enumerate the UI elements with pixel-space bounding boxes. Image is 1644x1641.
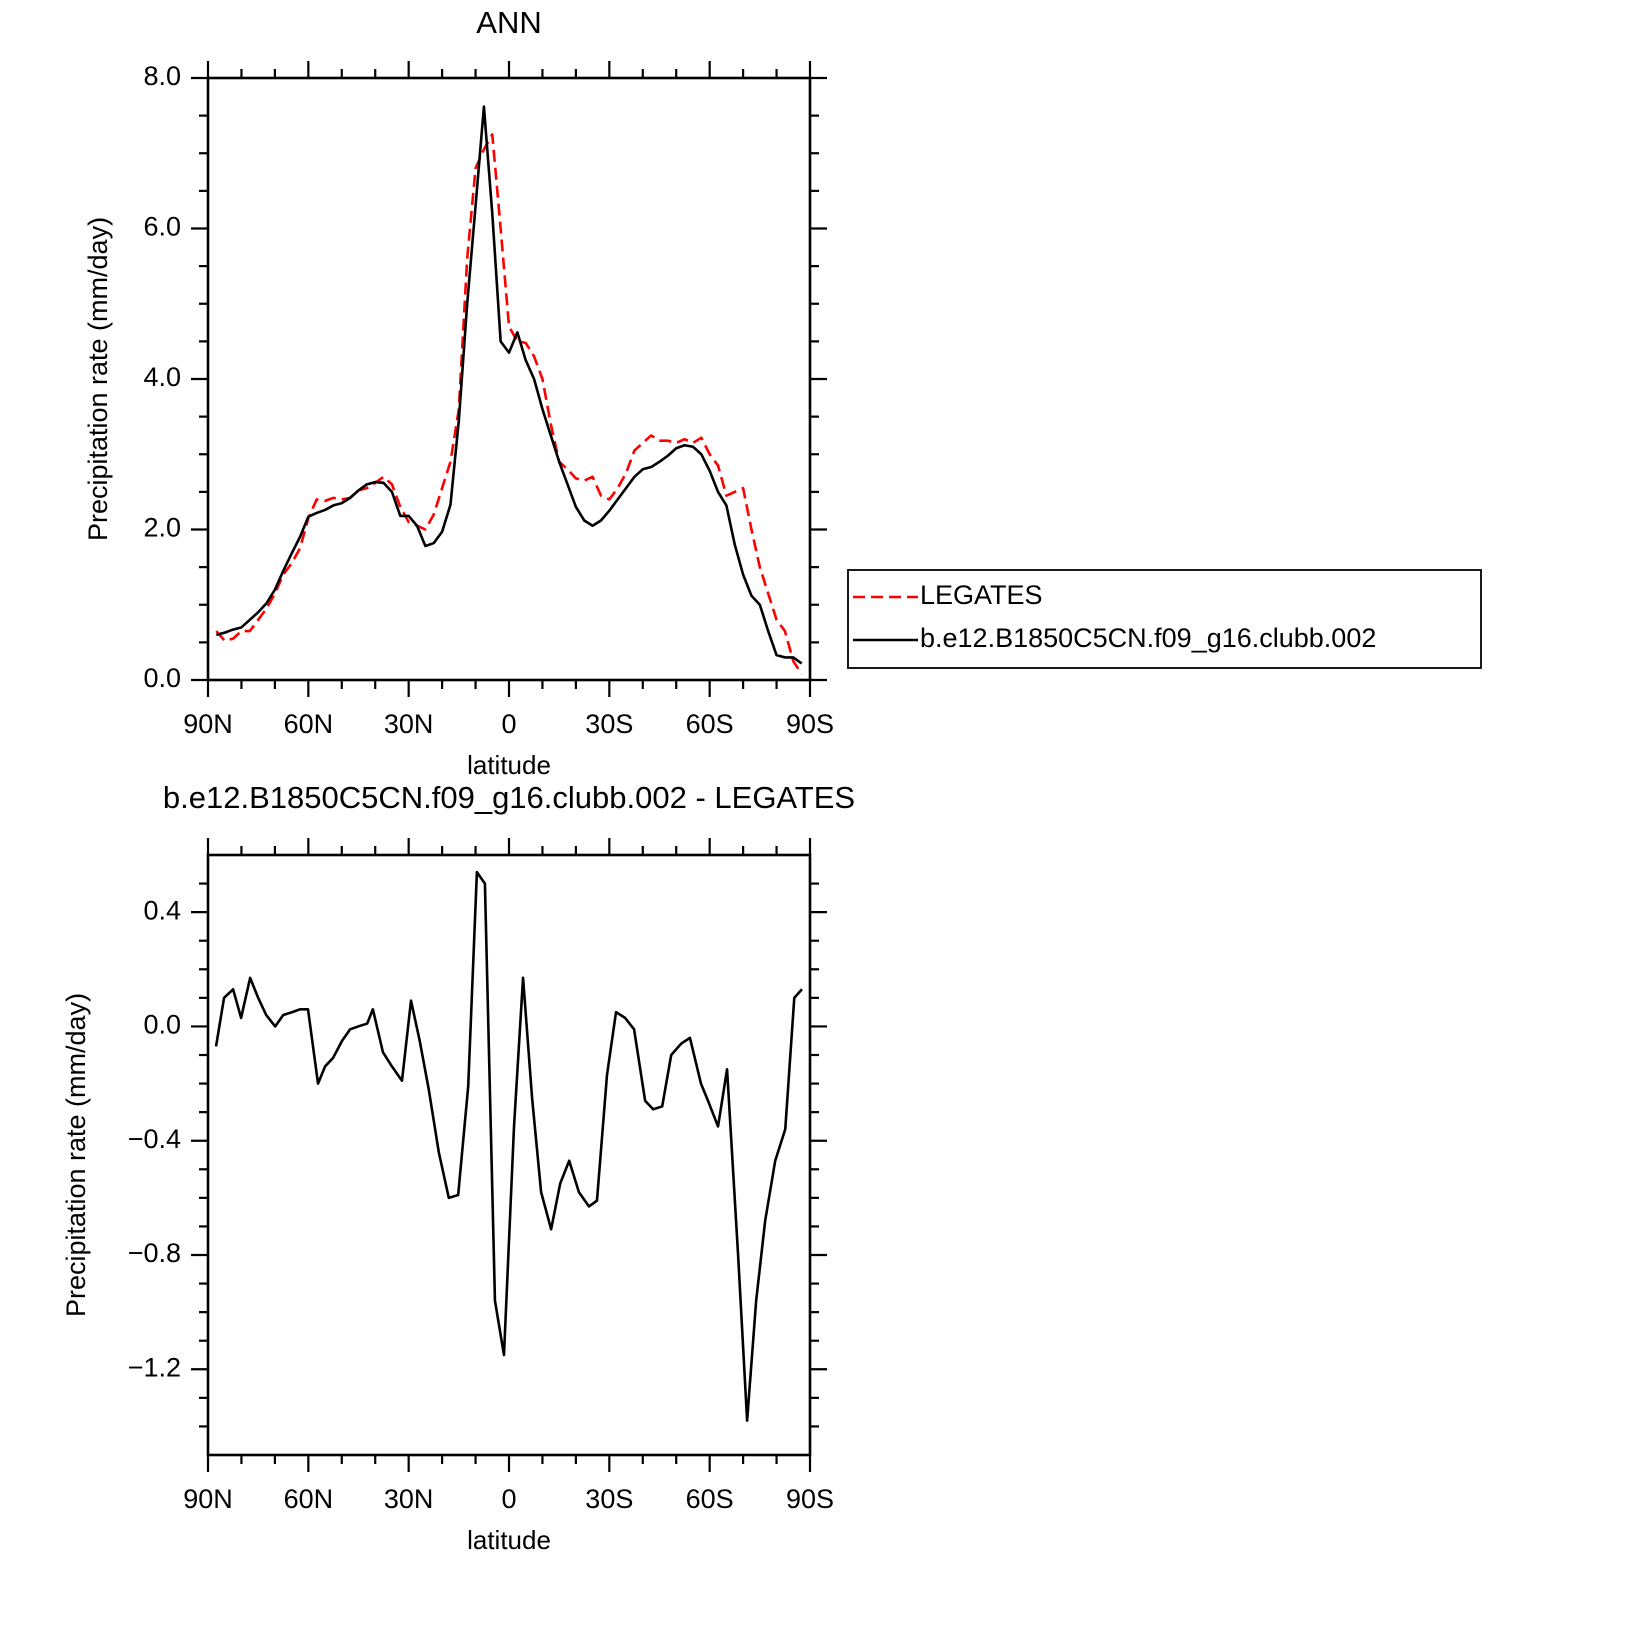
x-tick-label: 90S xyxy=(786,1484,834,1514)
y-tick-label: −1.2 xyxy=(128,1352,181,1382)
y-tick-label: 0.4 xyxy=(143,895,181,925)
x-tick-label: 0 xyxy=(501,1484,516,1514)
y-tick-label: 0.0 xyxy=(143,663,181,693)
x-axis-label: latitude xyxy=(467,750,551,780)
y-axis-label: Precipitation rate (mm/day) xyxy=(83,217,113,541)
data-line xyxy=(216,105,803,665)
plot-frame xyxy=(206,853,812,1457)
y-tick-label: −0.4 xyxy=(128,1124,181,1154)
plot-frame xyxy=(206,76,812,682)
y-tick-label: −0.8 xyxy=(128,1238,181,1268)
x-tick-label: 30N xyxy=(384,1484,434,1514)
x-tick-label: 0 xyxy=(501,709,516,739)
x-tick-label: 60N xyxy=(284,709,334,739)
y-tick-label: 6.0 xyxy=(143,212,181,242)
x-tick-label: 30N xyxy=(384,709,434,739)
x-tick-label: 90N xyxy=(183,1484,233,1514)
x-tick-label: 60N xyxy=(284,1484,334,1514)
y-tick-label: 2.0 xyxy=(143,513,181,543)
y-tick-label: 8.0 xyxy=(143,61,181,91)
x-tick-label: 90S xyxy=(786,709,834,739)
x-axis-label: latitude xyxy=(467,1525,551,1555)
y-tick-label: 0.0 xyxy=(143,1010,181,1040)
data-line xyxy=(215,133,803,675)
legend-box xyxy=(847,569,1482,669)
data-line xyxy=(214,870,803,1423)
chart-title: ANN xyxy=(476,5,541,40)
legend-label: LEGATES xyxy=(920,580,1043,610)
legend-label: b.e12.B1850C5CN.f09_g16.clubb.002 xyxy=(920,623,1376,653)
x-tick-label: 60S xyxy=(686,709,734,739)
x-tick-label: 30S xyxy=(585,1484,633,1514)
y-tick-label: 4.0 xyxy=(143,362,181,392)
chart-title: b.e12.B1850C5CN.f09_g16.clubb.002 - LEGA… xyxy=(163,780,855,815)
x-tick-label: 60S xyxy=(686,1484,734,1514)
x-tick-label: 90N xyxy=(183,709,233,739)
x-tick-label: 30S xyxy=(585,709,633,739)
y-axis-label: Precipitation rate (mm/day) xyxy=(61,993,91,1317)
